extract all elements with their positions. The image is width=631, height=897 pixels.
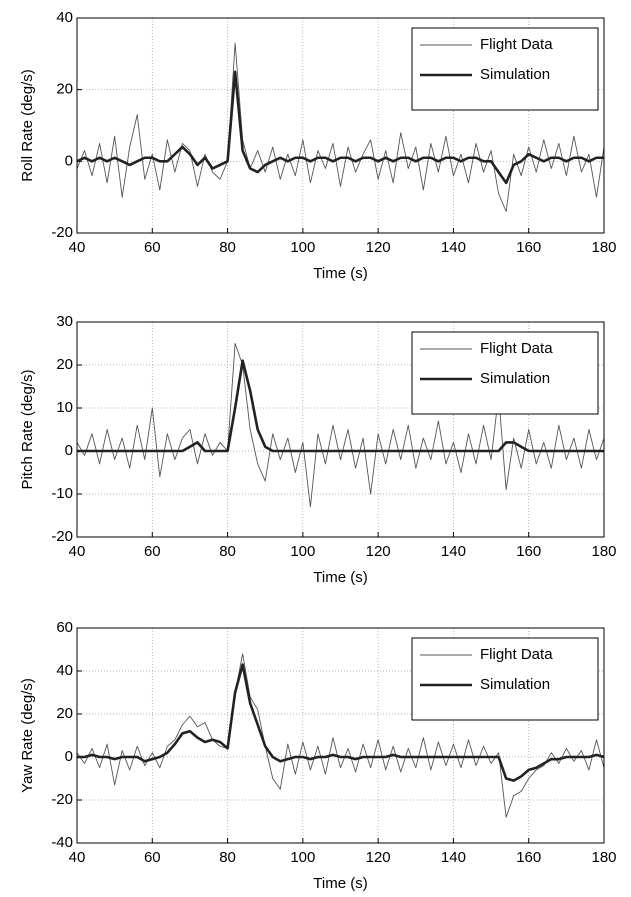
y-tick-label: 40 [56, 9, 73, 26]
y-tick-label: 30 [56, 313, 73, 330]
y-tick-label: 20 [56, 356, 73, 373]
y-tick-label: -40 [51, 834, 73, 851]
y-tick-label: -20 [51, 791, 73, 808]
y-axis-label: Yaw Rate (deg/s) [19, 678, 36, 793]
x-tick-label: 180 [591, 239, 616, 256]
x-tick-label: 160 [516, 849, 541, 866]
x-tick-label: 160 [516, 543, 541, 560]
series-line [76, 343, 605, 508]
series-line [76, 70, 604, 185]
series-line [76, 42, 605, 212]
y-tick-label: 0 [65, 748, 73, 765]
x-tick-label: 60 [144, 239, 161, 256]
y-tick-label: -20 [51, 528, 73, 545]
x-tick-label: 40 [69, 543, 86, 560]
x-axis-label: Time (s) [313, 569, 367, 586]
y-tick-label: 40 [56, 662, 73, 679]
legend-box [411, 637, 599, 721]
x-tick-label: 160 [516, 239, 541, 256]
x-tick-label: 100 [290, 849, 315, 866]
x-tick-label: 100 [290, 543, 315, 560]
legend-label: Flight Data [480, 340, 553, 357]
legend-box [411, 27, 599, 111]
y-tick-label: 10 [56, 399, 73, 416]
x-tick-label: 40 [69, 849, 86, 866]
x-tick-label: 80 [219, 543, 236, 560]
y-tick-label: 0 [65, 442, 73, 459]
y-axis-label: Pitch Rate (deg/s) [19, 369, 36, 489]
x-axis-label: Time (s) [313, 265, 367, 282]
x-axis-label: Time (s) [313, 875, 367, 892]
x-tick-label: 60 [144, 543, 161, 560]
y-tick-label: 60 [56, 619, 73, 636]
y-tick-label: 20 [56, 81, 73, 98]
x-tick-label: 140 [441, 239, 466, 256]
y-tick-label: 0 [65, 152, 73, 169]
x-tick-label: 80 [219, 849, 236, 866]
axes-box [76, 321, 605, 538]
series-line [77, 359, 604, 453]
legend-label: Simulation [480, 66, 550, 83]
y-axis-label: Roll Rate (deg/s) [19, 69, 36, 182]
x-tick-label: 140 [441, 543, 466, 560]
x-tick-label: 120 [366, 543, 391, 560]
x-tick-label: 80 [219, 239, 236, 256]
y-tick-label: -10 [51, 485, 73, 502]
x-tick-label: 100 [290, 239, 315, 256]
x-tick-label: 120 [366, 849, 391, 866]
legend-label: Flight Data [480, 646, 553, 663]
axes-box [76, 17, 605, 234]
x-tick-label: 40 [69, 239, 86, 256]
y-tick-label: -20 [51, 224, 73, 241]
legend-label: Flight Data [480, 36, 553, 53]
x-tick-label: 180 [591, 543, 616, 560]
legend-box [411, 331, 599, 415]
x-tick-label: 140 [441, 849, 466, 866]
series-line [77, 663, 605, 782]
x-tick-label: 60 [144, 849, 161, 866]
legend-label: Simulation [480, 676, 550, 693]
y-tick-label: 20 [56, 705, 73, 722]
x-tick-label: 180 [591, 849, 616, 866]
axes-box [76, 627, 605, 844]
legend-label: Simulation [480, 370, 550, 387]
x-tick-label: 120 [366, 239, 391, 256]
